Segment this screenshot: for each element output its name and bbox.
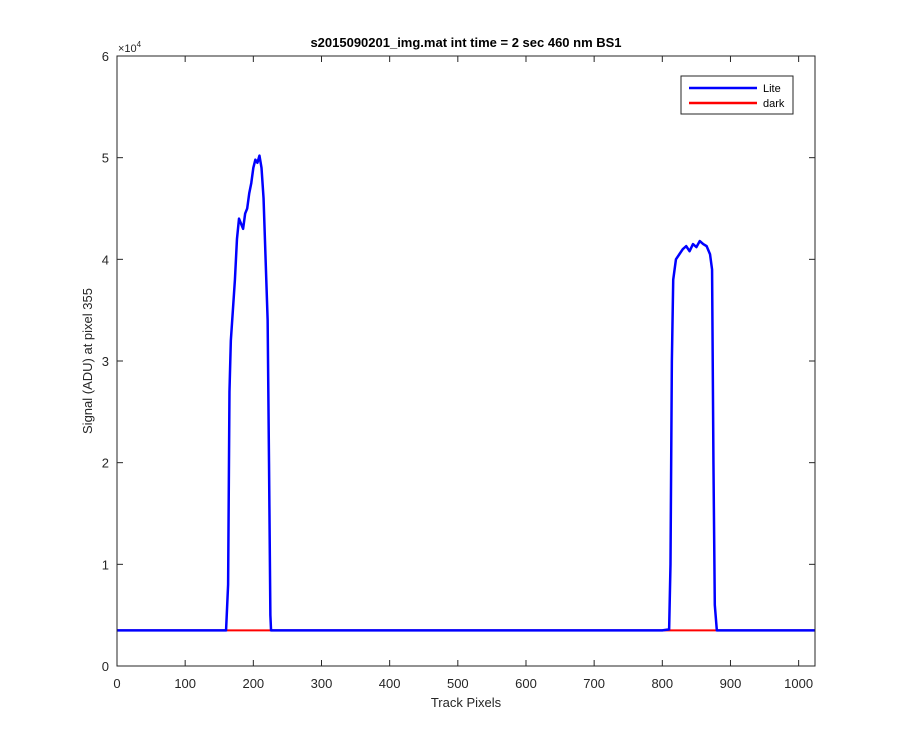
legend-box [680, 75, 794, 115]
y-tick-label: 1 [102, 557, 109, 572]
y-exponent-power: 4 [137, 40, 142, 49]
y-exponent-base: ×104 [118, 40, 142, 55]
y-tick-label: 3 [102, 354, 109, 369]
y-tick-label: 4 [102, 252, 109, 267]
chart-title: s2015090201_img.mat int time = 2 sec 460… [310, 35, 621, 50]
x-tick-label: 100 [174, 676, 196, 691]
y-tick-label: 2 [102, 456, 109, 471]
x-tick-label: 900 [720, 676, 742, 691]
x-tick-label: 200 [242, 676, 264, 691]
legend-label-lite: Lite [763, 83, 781, 95]
x-tick-label: 1000 [784, 676, 813, 691]
y-tick-label: 5 [102, 151, 109, 166]
legend-label-dark: dark [763, 98, 785, 110]
y-tick-label: 0 [102, 659, 109, 674]
y-tick-label: 6 [102, 49, 109, 64]
y-axis-label: Signal (ADU) at pixel 355 [80, 288, 95, 434]
x-axis-label: Track Pixels [431, 695, 502, 710]
x-tick-label: 800 [651, 676, 673, 691]
x-tick-label: 500 [447, 676, 469, 691]
series-line-lite [117, 154, 815, 632]
legend: Lite dark [680, 75, 794, 115]
y-ticks: 0 1 2 3 4 5 6 [102, 49, 815, 674]
x-tick-label: 600 [515, 676, 537, 691]
x-tick-label: 400 [379, 676, 401, 691]
y-exponent-multiplier: ×10 [118, 43, 137, 55]
x-tick-label: 0 [113, 676, 120, 691]
x-tick-label: 300 [311, 676, 333, 691]
plot-area [117, 56, 815, 666]
x-ticks: 0 100 200 300 400 500 600 700 800 900 1000 [113, 56, 813, 691]
x-tick-label: 700 [583, 676, 605, 691]
series-layer [117, 154, 815, 632]
